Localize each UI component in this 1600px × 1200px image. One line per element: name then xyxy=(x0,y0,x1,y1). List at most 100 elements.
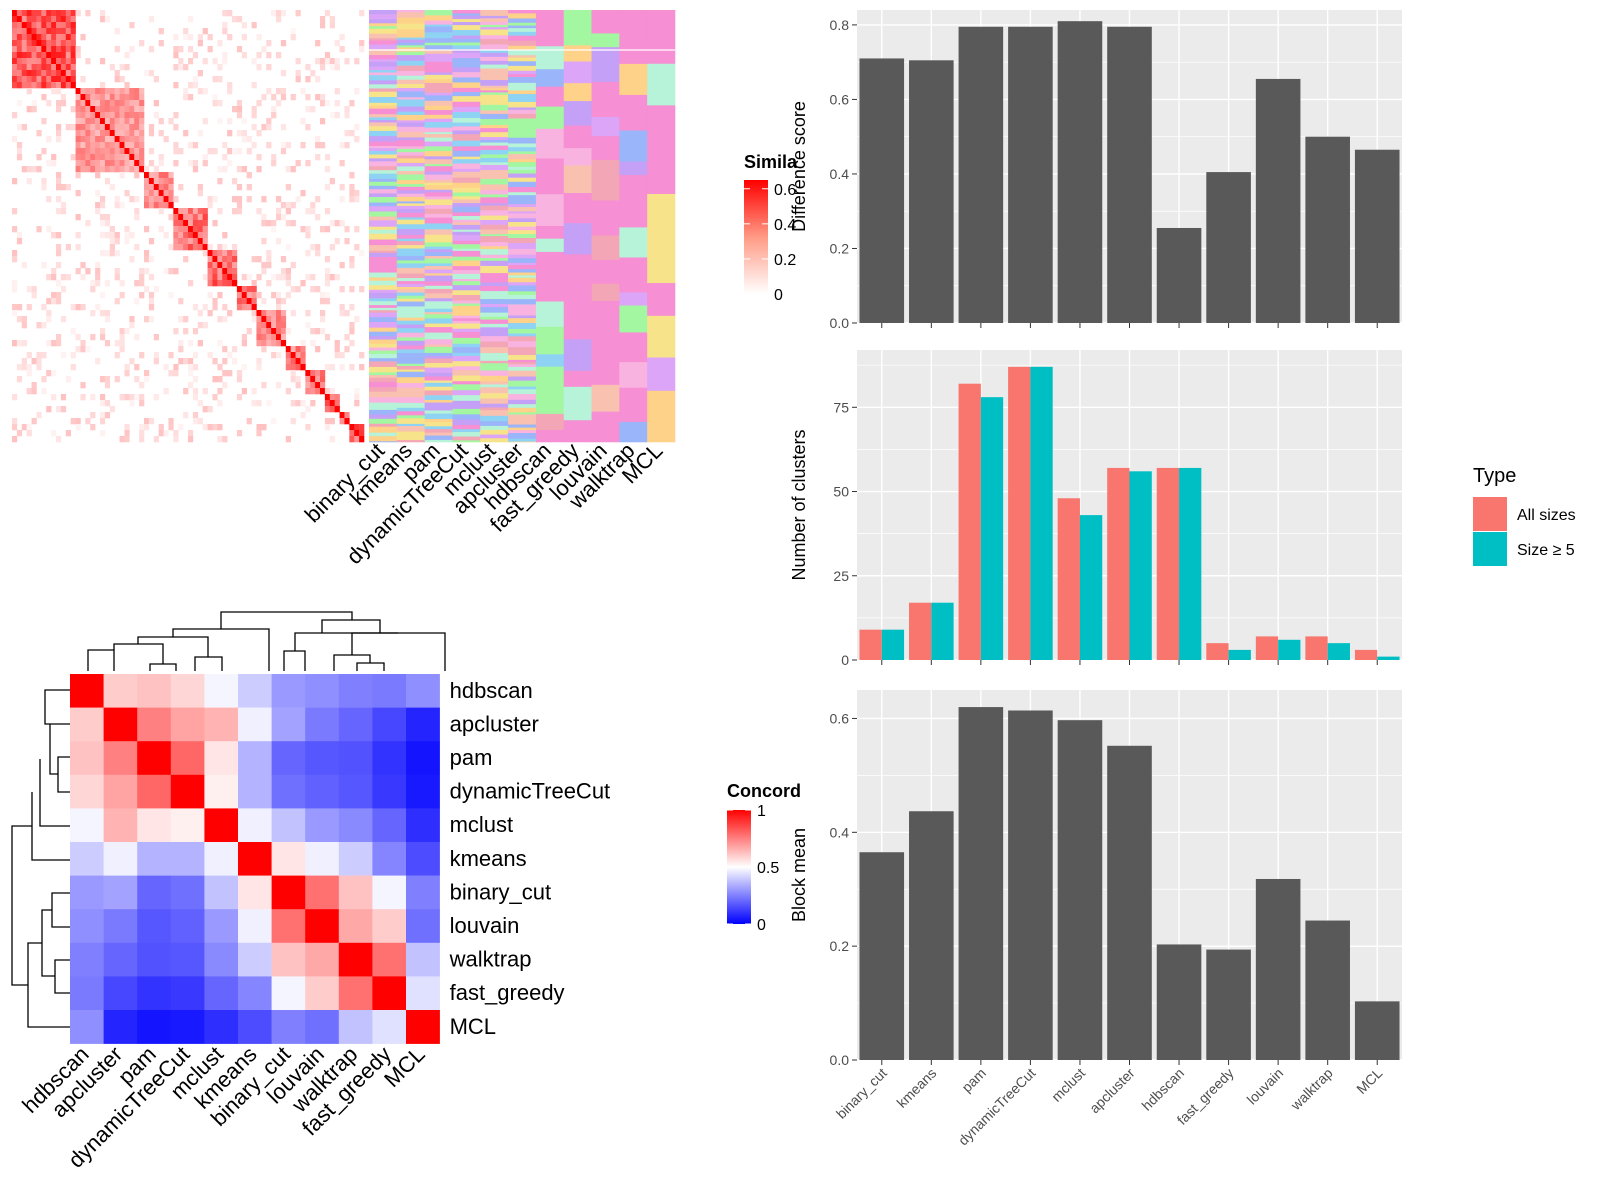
annotation-cell xyxy=(424,246,453,250)
similarity-cell xyxy=(305,94,311,101)
concordance-cell xyxy=(103,707,138,742)
similarity-cell xyxy=(241,52,247,59)
similarity-cell xyxy=(153,352,159,359)
similarity-cell xyxy=(85,58,91,65)
similarity-cell xyxy=(315,40,321,47)
similarity-cell xyxy=(329,436,335,443)
annotation-cell xyxy=(424,166,453,172)
similarity-cell xyxy=(60,16,67,23)
similarity-cell xyxy=(271,94,277,101)
similarity-cell xyxy=(36,352,42,359)
annotation-cell xyxy=(369,148,398,152)
annotation-cell xyxy=(535,301,565,328)
annotation-cell xyxy=(647,357,676,392)
annotation-cell xyxy=(480,128,509,133)
concordance-cell xyxy=(137,875,172,910)
annotation-cell xyxy=(396,221,425,225)
similarity-cell xyxy=(12,34,18,41)
similarity-cell xyxy=(95,118,101,125)
annotation-cell xyxy=(480,113,509,120)
annotation-cell xyxy=(369,154,398,159)
similarity-cell xyxy=(178,214,184,221)
similarity-cell xyxy=(75,52,81,59)
similarity-cell xyxy=(329,418,335,425)
annotation-cell xyxy=(480,88,509,91)
annotation-cell xyxy=(508,315,537,319)
annotation-cell xyxy=(424,61,453,68)
similarity-cell xyxy=(100,58,106,65)
annotation-cell xyxy=(424,372,453,377)
similarity-cell xyxy=(280,40,287,47)
similarity-cell xyxy=(148,418,155,425)
similarity-cell xyxy=(70,364,76,371)
similarity-cell xyxy=(114,136,120,143)
similarity-cell xyxy=(119,166,125,173)
similarity-cell xyxy=(188,208,194,215)
annotation-cell xyxy=(369,181,398,187)
annotation-cell xyxy=(424,422,453,427)
similarity-cell xyxy=(246,184,252,191)
similarity-cell xyxy=(51,274,57,281)
similarity-cell xyxy=(114,166,120,173)
similarity-cell xyxy=(12,436,18,443)
similarity-cell xyxy=(90,286,96,293)
similarity-cell xyxy=(236,208,243,215)
similarity-cell xyxy=(114,70,120,77)
similarity-cell xyxy=(56,262,62,269)
similarity-cell xyxy=(329,16,335,23)
similarity-cell xyxy=(51,46,57,53)
similarity-cell xyxy=(109,244,115,251)
similarity-cell xyxy=(329,64,335,71)
similarity-cell xyxy=(129,316,135,323)
similarity-cell xyxy=(70,82,76,89)
similarity-cell xyxy=(217,76,223,83)
similarity-cell xyxy=(266,400,272,407)
similarity-cell xyxy=(85,118,91,125)
annotation-cell xyxy=(369,391,398,395)
similarity-cell xyxy=(202,58,208,65)
similarity-cell xyxy=(290,346,296,353)
similarity-cell xyxy=(114,142,120,149)
similarity-cell xyxy=(124,364,130,371)
annotation-cell xyxy=(647,10,676,65)
similarity-cell xyxy=(310,340,316,347)
concordance-cell xyxy=(170,707,205,742)
similarity-cell xyxy=(173,364,179,371)
annotation-cell xyxy=(508,238,537,244)
concordance-cell xyxy=(338,942,373,977)
similarity-cell xyxy=(222,304,228,311)
similarity-cell xyxy=(276,316,282,323)
concordance-row-label-dynamictreecut: dynamicTreeCut xyxy=(450,779,611,804)
similarity-cell xyxy=(31,10,37,17)
similarity-cell xyxy=(95,130,101,137)
similarity-cell xyxy=(80,88,86,95)
similarity-cell xyxy=(168,178,174,185)
similarity-cell xyxy=(173,370,179,377)
similarity-cell xyxy=(192,208,199,215)
similarity-cell xyxy=(21,58,27,65)
similarity-cell xyxy=(65,22,71,29)
similarity-legend-tick: 0.2 xyxy=(774,252,796,269)
similarity-cell xyxy=(114,100,120,107)
annotation-cell xyxy=(369,414,398,420)
similarity-cell xyxy=(354,436,360,443)
annotation-cell xyxy=(619,63,648,96)
annotation-cell xyxy=(452,168,481,173)
annotation-cell xyxy=(480,149,509,155)
annotation-cell xyxy=(452,244,481,250)
similarity-cell xyxy=(12,112,18,119)
annotation-cell xyxy=(452,171,481,178)
similarity-cell xyxy=(344,112,350,119)
similarity-cell xyxy=(12,340,18,347)
concordance-cell xyxy=(238,976,272,1011)
similarity-cell xyxy=(119,106,125,113)
annotation-cell xyxy=(424,213,453,218)
similarity-cell xyxy=(46,160,52,167)
similarity-cell xyxy=(359,364,365,371)
annotation-cell xyxy=(480,375,509,382)
annotation-cell xyxy=(535,86,565,107)
annotation-cell xyxy=(480,254,509,259)
similarity-cell xyxy=(251,280,257,287)
similarity-cell xyxy=(134,244,140,251)
similarity-cell xyxy=(183,28,189,35)
